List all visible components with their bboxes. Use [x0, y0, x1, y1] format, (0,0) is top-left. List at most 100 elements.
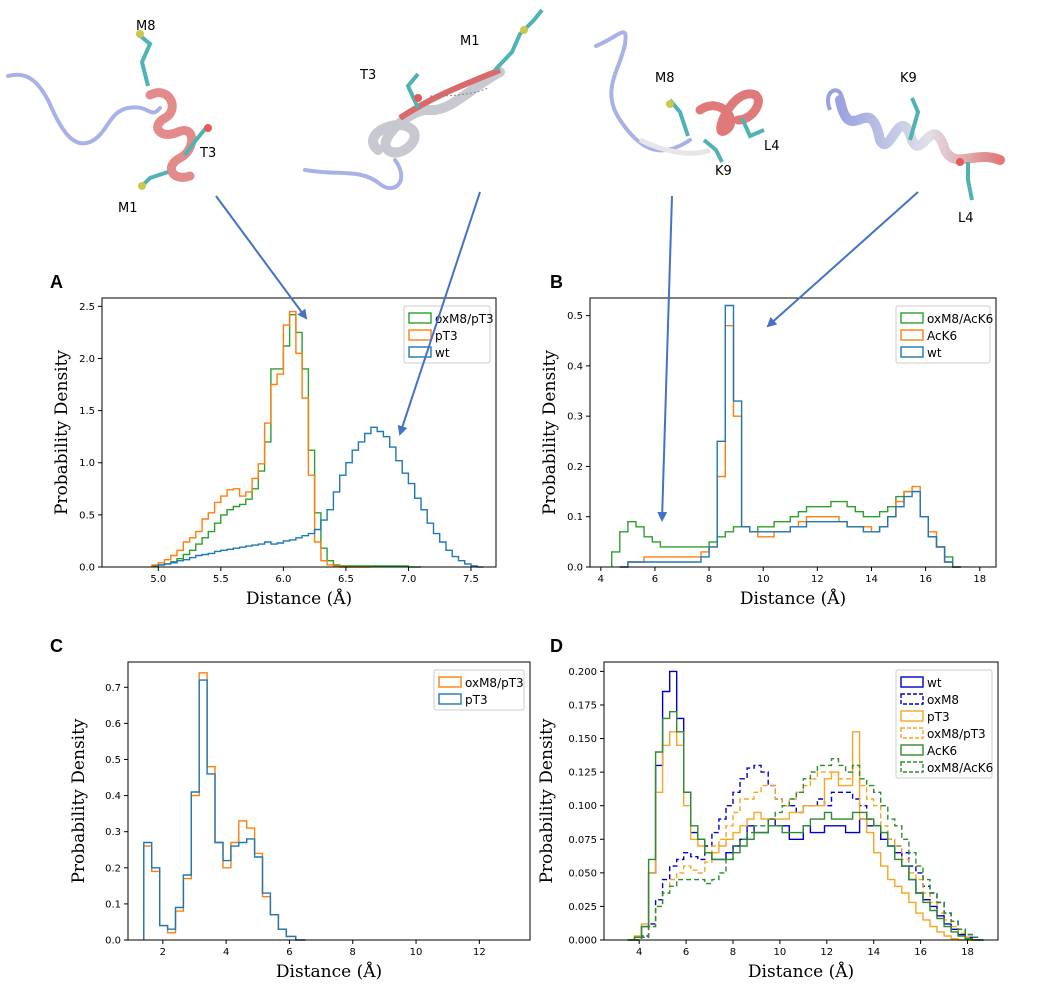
chart-a-ytick-label: 2.5	[79, 302, 95, 313]
chart-d-xtick-label: 4	[636, 947, 642, 958]
chart-b-legend	[895, 305, 991, 364]
residue-label-k9-d: K9	[900, 71, 917, 86]
chart-panel-c: 2 4 6 8 10 12 0.0 0.1 0.2 0.3 0.4 0.5 0.6 0.7 Distance…	[69, 661, 531, 982]
peptide-backbone-3	[594, 30, 692, 153]
sidechain-k9	[702, 138, 724, 163]
chart-d-legend-label-4: AcK6	[927, 744, 957, 758]
chart-b-series-2	[619, 304, 961, 568]
chart-c-x-axis-label: Distance (Å)	[276, 961, 382, 982]
peptide-backbone-1	[6, 72, 162, 146]
chart-c-legend-label-0: oxM8/pT3	[465, 676, 524, 690]
arrow-structure-4	[766, 191, 919, 328]
chart-d-x-axis-label: Distance (Å)	[748, 961, 854, 982]
helix-2	[368, 67, 505, 158]
chart-d-ytick-label: 0.150	[568, 734, 597, 745]
chart-c-xtick-label: 4	[223, 947, 229, 958]
chart-d-y-axis-label: Probability Density	[537, 718, 557, 883]
arrow-structure-1	[215, 195, 308, 320]
sidechain-m1-b	[493, 8, 544, 72]
chart-c-legend-swatch-0	[438, 676, 462, 688]
chart-b-series-1	[619, 325, 961, 568]
chart-b-xtick-label: 14	[865, 574, 878, 585]
chart-c-ytick-label: 0.2	[105, 863, 121, 874]
chart-a-xtick-label: 5.5	[213, 574, 229, 585]
chart-b-x-axis-label: Distance (Å)	[740, 588, 846, 609]
residue-label-t3: T3	[199, 146, 216, 161]
chart-d-ytick-label: 0.050	[568, 868, 597, 879]
chart-d-ytick-label: 0.125	[568, 768, 597, 779]
residue-label-l4-d: L4	[958, 211, 974, 226]
chart-b-ytick-label: 0.3	[567, 412, 583, 423]
chart-c-xtick-label: 10	[410, 947, 423, 958]
sidechain-m8	[136, 32, 153, 87]
chart-c-ytick-label: 0.7	[105, 683, 121, 694]
chart-c-legend-swatch-1	[438, 693, 462, 705]
chart-a-ytick-label: 0.0	[79, 563, 95, 574]
chart-d-legend-label-3: oxM8/pT3	[927, 727, 986, 741]
structure-3: M8 L4 K9	[594, 30, 780, 179]
helix-1	[145, 88, 197, 182]
chart-b-ytick-label: 0.2	[567, 462, 583, 473]
chart-d-xtick-label: 8	[730, 947, 736, 958]
chart-c-plot-frame	[127, 661, 531, 941]
chart-d-legend-label-1: oxM8	[927, 693, 959, 707]
chart-c-xtick-label: 8	[350, 947, 356, 958]
chart-c-ytick-label: 0.3	[105, 827, 121, 838]
chart-b-ytick-label: 0.5	[567, 311, 583, 322]
chart-a-xtick-label: 7.5	[463, 574, 479, 585]
chart-d-legend-label-2: pT3	[927, 710, 950, 724]
chart-d-legend	[895, 669, 993, 779]
chart-d-series-1	[634, 764, 987, 941]
chart-a-series-2	[157, 426, 484, 568]
arrow-structure-3	[657, 195, 673, 522]
chart-d-legend-swatch-3	[900, 727, 924, 739]
peptide-backbone-4	[826, 88, 844, 111]
structure-2: M1 T3	[303, 8, 544, 191]
sidechain-l4	[740, 117, 765, 139]
panel-letter-b: B	[550, 272, 563, 292]
chart-b-xtick-label: 16	[919, 574, 932, 585]
chart-c-xtick-label: 6	[286, 947, 292, 958]
chart-d-xtick-label: 16	[914, 947, 927, 958]
chart-b-legend-swatch-1	[900, 329, 924, 341]
chart-a-x-axis-label: Distance (Å)	[246, 588, 352, 609]
chart-b-xtick-label: 6	[652, 574, 658, 585]
chart-b-ytick-label: 0.1	[567, 512, 583, 523]
chart-d-xtick-label: 12	[820, 947, 833, 958]
chart-a-series-0	[151, 314, 421, 568]
sidechain-t3-b	[405, 72, 420, 109]
structure-4: K9 L4	[826, 71, 1005, 226]
chart-c-legend-label-1: pT3	[465, 693, 488, 707]
chart-d-ytick-label: 0.000	[568, 936, 597, 947]
chart-b-legend-label-2: wt	[927, 346, 942, 360]
chart-a-legend-swatch-0	[408, 312, 432, 324]
chart-b-xtick-label: 12	[811, 574, 824, 585]
chart-d-legend-swatch-4	[900, 744, 924, 756]
chart-d-plot-frame	[603, 661, 999, 941]
chart-a-legend-label-1: pT3	[435, 329, 458, 343]
residue-label-m1-b: M1	[460, 34, 480, 49]
structure-1: M8 T3 M1	[6, 19, 216, 216]
chart-a-ytick-label: 0.5	[79, 510, 95, 521]
arrow-structure-2	[397, 191, 481, 436]
chart-a-xtick-label: 6.5	[338, 574, 354, 585]
chart-d-ytick-label: 0.175	[568, 700, 597, 711]
chart-a-xtick-label: 6.0	[275, 574, 291, 585]
chart-c-ytick-label: 0.0	[105, 936, 121, 947]
chart-d-legend-swatch-1	[900, 693, 924, 705]
chart-a-ytick-label: 2.0	[79, 354, 95, 365]
chart-d-xtick-label: 6	[683, 947, 689, 958]
residue-label-m8-c: M8	[655, 71, 675, 86]
chart-b-legend-swatch-2	[900, 346, 924, 358]
chart-d-xtick-label: 10	[774, 947, 787, 958]
chart-c-ytick-label: 0.1	[105, 899, 121, 910]
sidechain-l4-d	[966, 162, 974, 201]
chart-a-xtick-label: 7.0	[400, 574, 416, 585]
chart-a-series-1	[151, 310, 371, 568]
sidechain-t3	[183, 126, 208, 157]
chart-c-xtick-label: 12	[473, 947, 486, 958]
chart-panel-a: 5.0 5.5 6.0 6.5 7.0 7.5 0.0 0.5 1.0 1.5 2.0 2.5 Dist…	[52, 297, 497, 609]
chart-c-ytick-label: 0.4	[105, 791, 121, 802]
chart-c-series-1	[143, 679, 306, 941]
